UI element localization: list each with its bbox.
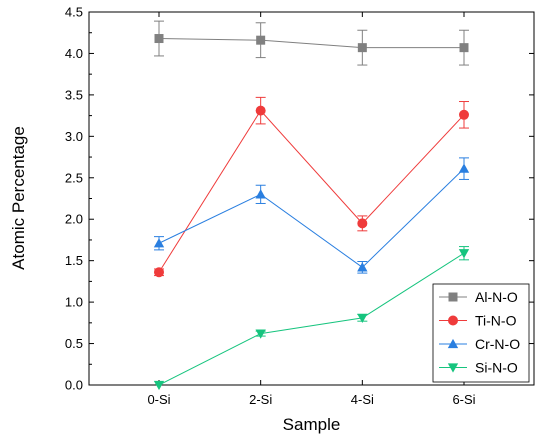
data-point — [459, 109, 469, 120]
data-point — [357, 43, 367, 53]
legend-label: Al-N-O — [475, 289, 518, 305]
legend-marker — [447, 363, 459, 373]
y-axis-title: Atomic Percentage — [9, 126, 28, 270]
x-tick-label: 4-Si — [351, 392, 374, 407]
data-point — [256, 35, 266, 45]
data-point — [357, 262, 368, 272]
y-tick-label: 4.0 — [65, 46, 83, 61]
series-line — [158, 38, 464, 49]
data-point — [357, 313, 368, 324]
series-ti-n-o — [154, 96, 469, 278]
legend-label: Si-N-O — [475, 360, 518, 376]
data-point — [255, 329, 266, 339]
data-point — [458, 163, 470, 173]
y-tick-label: 1.5 — [65, 253, 83, 268]
data-point — [154, 267, 164, 278]
series-layer — [153, 20, 470, 391]
y-tick-label: 0.5 — [65, 336, 83, 351]
x-tick-label: 0-Si — [147, 392, 170, 407]
x-axis-title: Sample — [283, 415, 341, 434]
series-line — [158, 168, 465, 268]
series-si-n-o — [153, 246, 470, 391]
y-tick-label: 0.0 — [65, 378, 83, 393]
data-point — [255, 105, 266, 116]
y-tick-label: 4.5 — [65, 5, 83, 20]
series-line — [158, 109, 465, 273]
data-point — [255, 189, 266, 199]
y-tick-label: 3.0 — [65, 129, 83, 144]
x-tick-label: 6-Si — [452, 392, 475, 407]
series-al-n-o — [154, 20, 469, 66]
y-tick-label: 2.0 — [65, 212, 83, 227]
data-point — [458, 249, 470, 259]
data-point — [153, 380, 165, 391]
y-tick-label: 2.5 — [65, 170, 83, 185]
legend-marker — [448, 292, 458, 302]
y-axis: 0.0 0.5 1.0 1.5 2.0 2.5 3.0 3.5 4.0 4.5 — [65, 5, 534, 393]
data-point — [154, 34, 164, 44]
series-line — [158, 252, 465, 386]
x-axis: 0-Si 2-Si 4-Si 6-Si — [147, 12, 476, 407]
legend-label: Cr-N-O — [475, 336, 520, 352]
data-point — [459, 43, 469, 53]
data-point — [357, 218, 368, 229]
legend-marker — [447, 338, 459, 349]
y-tick-label: 3.5 — [65, 87, 83, 102]
legend: Al-N-O Ti-N-O Cr-N-O Si-N-O — [432, 283, 530, 383]
y-tick-label: 1.0 — [65, 295, 83, 310]
series-cr-n-o — [153, 157, 470, 274]
data-point — [153, 238, 165, 248]
x-tick-label: 2-Si — [249, 392, 272, 407]
legend-marker — [448, 315, 458, 326]
legend-label: Ti-N-O — [475, 313, 517, 329]
